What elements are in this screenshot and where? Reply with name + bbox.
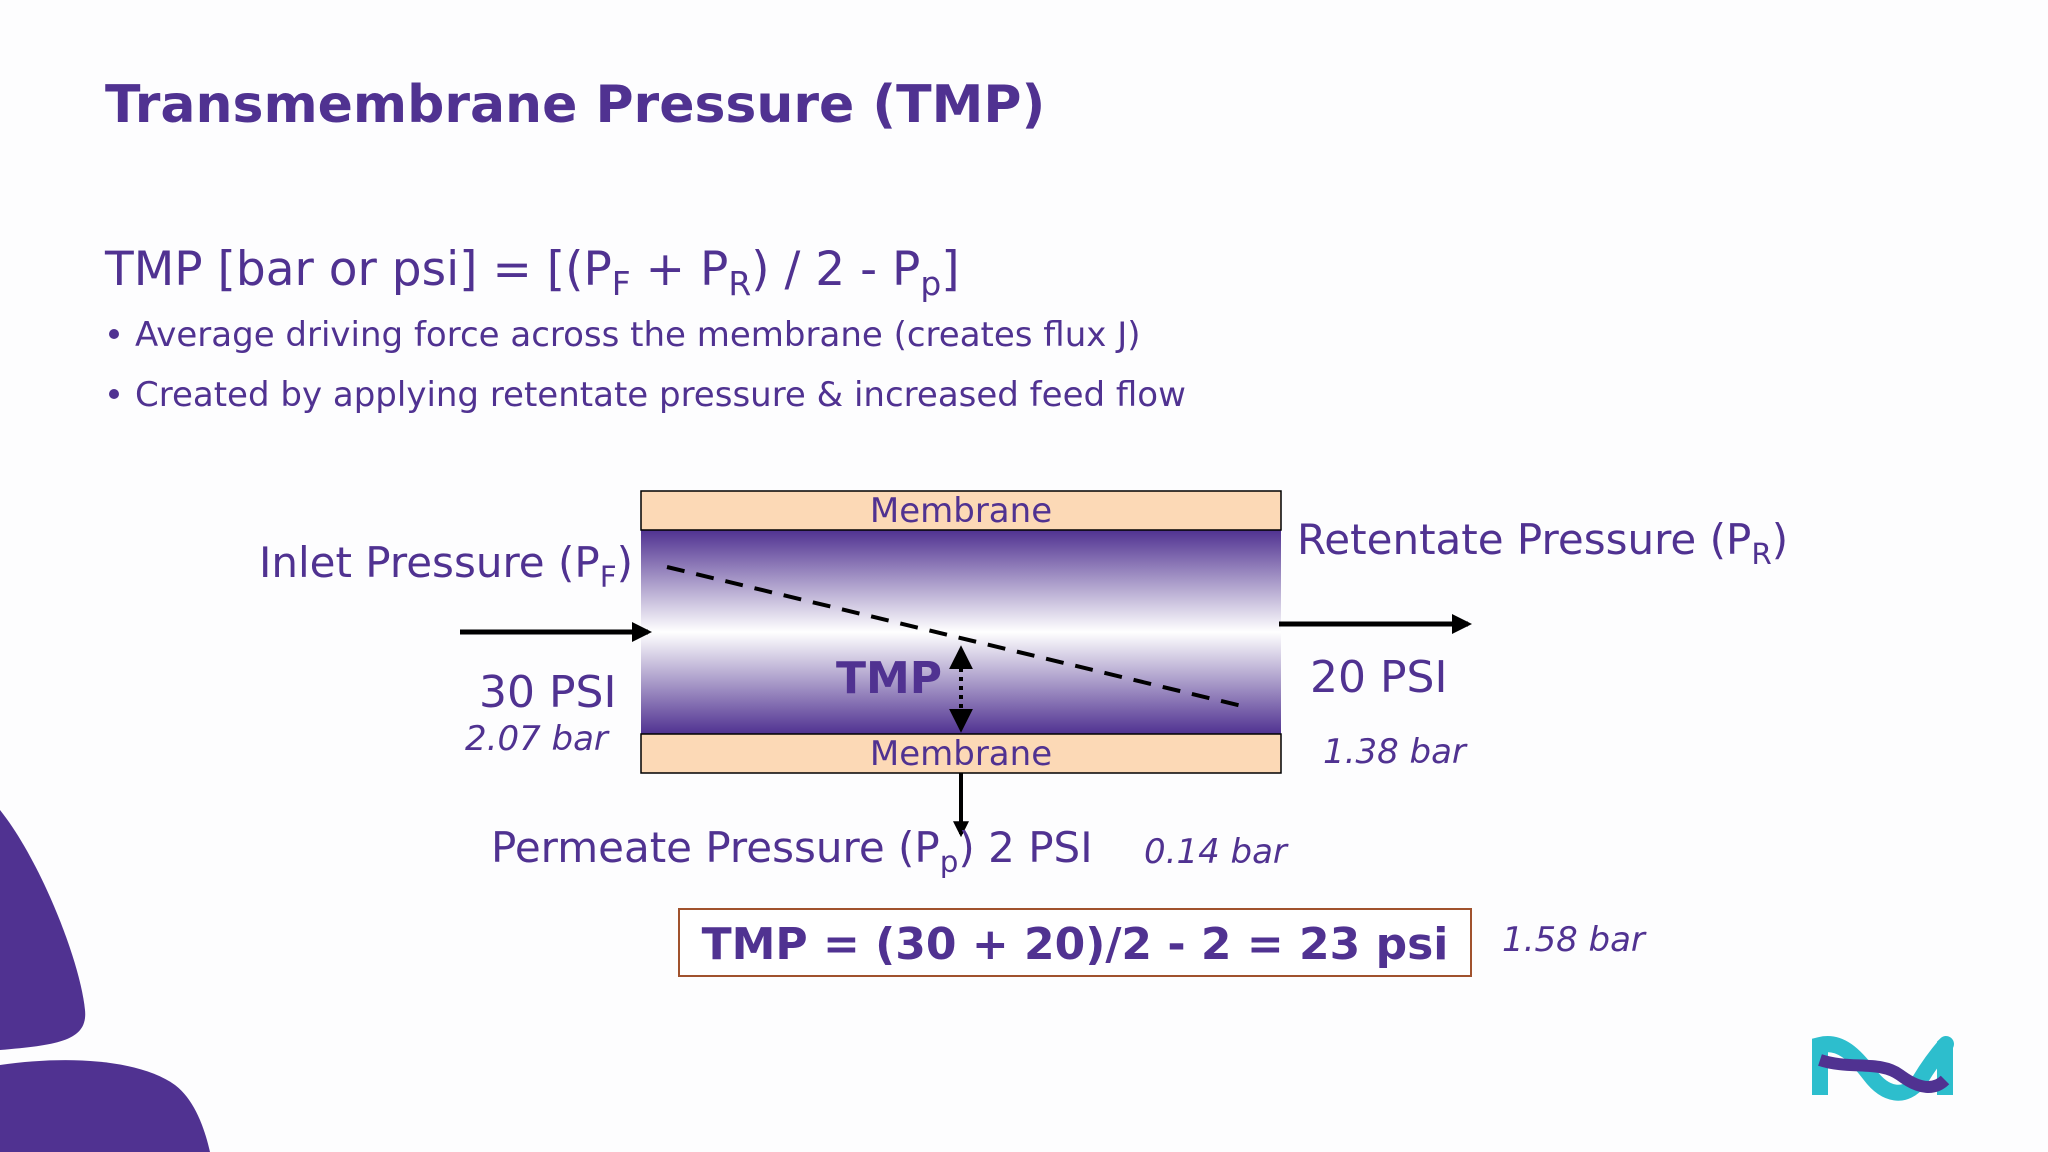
formula-part: ) / 2 - P [751,242,920,297]
bullet-dot [109,329,119,339]
channel [641,530,1281,734]
formula: TMP [bar or psi] = [(PF + PR) / 2 - Pp] [104,242,960,303]
permeate-label: Permeate Pressure (Pp) 2 PSI [491,823,1093,879]
logo [1812,1036,1954,1101]
bullet: Created by applying retentate pressure &… [135,375,1186,415]
formula-sub: F [612,264,631,303]
membrane-bottom [640,733,1282,774]
label-part: Retentate Pressure (P [1297,515,1751,564]
inlet-label: Inlet Pressure (PF) [259,538,633,594]
retentate-bar: 1.38 bar [1323,732,1468,772]
retentate-psi: 20 PSI [1310,652,1447,703]
label-part: Permeate Pressure (P [491,823,940,872]
label-sub: F [600,560,617,594]
label-sub: p [940,845,959,879]
tmp-label: TMP [836,653,942,704]
membrane-label: Membrane [870,734,1052,774]
label-sub: R [1751,537,1771,571]
formula-sub: p [920,264,941,303]
inlet-bar: 2.07 bar [465,719,610,759]
result-box [678,908,1472,977]
label-part: ) 2 PSI [958,823,1092,872]
membrane-label: Membrane [870,491,1052,531]
formula-sub: R [728,264,751,303]
bullet: Average driving force across the membran… [135,315,1141,355]
decor-shape [0,1060,210,1152]
label-part: Inlet Pressure (P [259,538,600,587]
result-bar: 1.58 bar [1502,920,1647,960]
pressure-line [666,565,1251,710]
formula-part: TMP [bar or psi] = [(P [104,242,612,297]
label-part: ) [617,538,633,587]
formula-part: + P [631,242,729,297]
title: Transmembrane Pressure (TMP) [105,75,1045,135]
label-part: ) [1772,515,1788,564]
formula-part: ] [941,242,959,297]
retentate-label: Retentate Pressure (PR) [1297,515,1788,571]
membrane-top [640,490,1282,531]
decor-shape [0,810,86,1050]
permeate-bar: 0.14 bar [1144,832,1289,872]
result-equation: TMP = (30 + 20)/2 - 2 = 23 psi [702,919,1449,970]
inlet-psi: 30 PSI [479,667,616,718]
bullet-dot [109,389,119,399]
